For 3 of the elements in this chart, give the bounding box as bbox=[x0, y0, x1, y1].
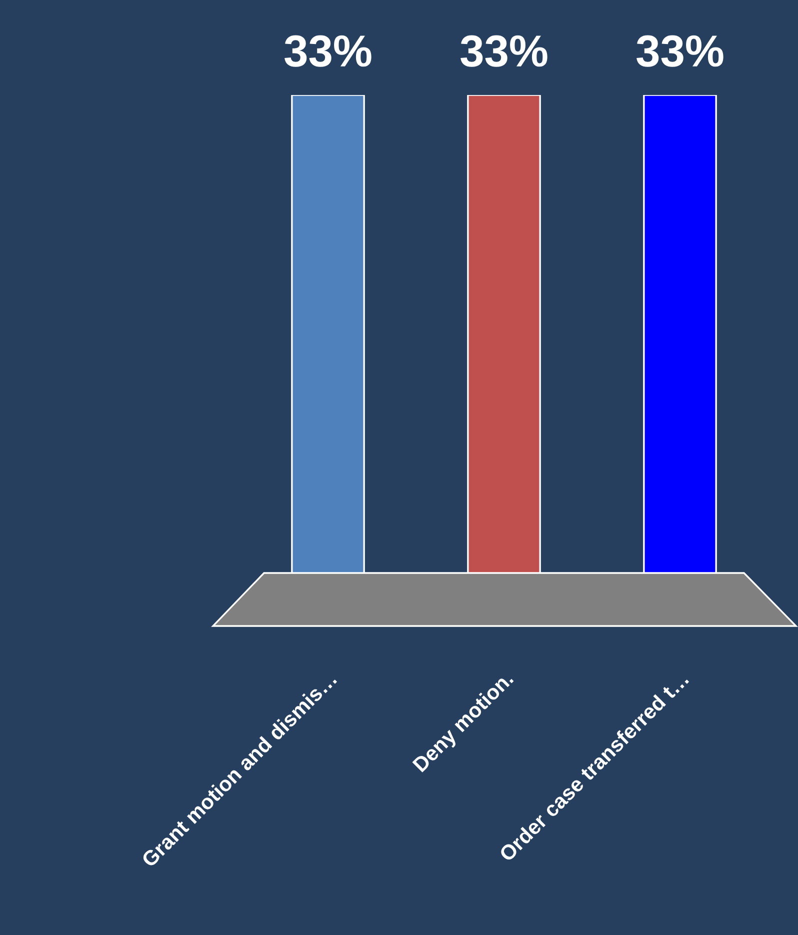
data-label: 33% bbox=[284, 35, 372, 67]
data-label: 33% bbox=[636, 35, 724, 67]
data-label: 33% bbox=[460, 35, 548, 67]
